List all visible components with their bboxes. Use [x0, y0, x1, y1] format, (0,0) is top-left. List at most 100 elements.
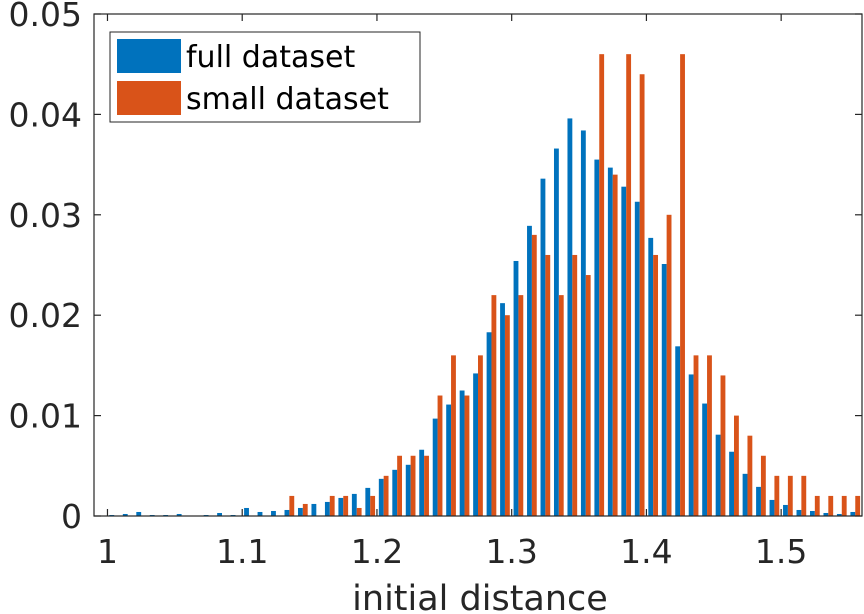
bar-small-dataset-30	[518, 295, 524, 516]
bar-full-dataset-10	[244, 507, 249, 516]
bar-full-dataset-18	[351, 493, 357, 516]
bar-full-dataset-51	[796, 509, 802, 516]
bar-small-dataset-52	[814, 495, 820, 516]
bar-small-dataset-22	[410, 455, 416, 516]
bar-full-dataset-37	[607, 167, 613, 517]
bar-full-dataset-8	[217, 512, 222, 516]
bar-full-dataset-22	[405, 464, 411, 516]
bar-small-dataset-44	[707, 355, 712, 516]
bar-full-dataset-48	[756, 486, 761, 516]
legend-label-small-dataset: small dataset	[186, 82, 389, 117]
bar-small-dataset-31	[531, 234, 537, 516]
bar-full-dataset-1	[122, 513, 128, 516]
bar-full-dataset-27	[473, 373, 478, 516]
bar-full-dataset-40	[648, 237, 654, 516]
bar-small-dataset-35	[585, 275, 591, 516]
bar-small-dataset-14	[302, 503, 308, 516]
y-tick-label: 0.05	[9, 0, 82, 34]
bar-small-dataset-41	[666, 214, 672, 517]
bar-full-dataset-55	[850, 511, 856, 516]
bar-small-dataset-36	[599, 54, 605, 516]
bar-full-dataset-34	[567, 118, 573, 517]
bar-small-dataset-43	[693, 355, 699, 516]
bar-small-dataset-24	[437, 395, 443, 516]
legend-label-full-dataset: full dataset	[186, 40, 355, 75]
bar-full-dataset-32	[540, 178, 546, 516]
bar-full-dataset-38	[621, 186, 627, 516]
bar-small-dataset-13	[289, 495, 295, 516]
bar-full-dataset-43	[688, 374, 694, 516]
bar-full-dataset-31	[527, 225, 532, 516]
bar-full-dataset-12	[271, 510, 276, 516]
bar-full-dataset-24	[432, 418, 438, 516]
bar-small-dataset-37	[612, 174, 618, 516]
bar-small-dataset-16	[329, 495, 335, 516]
bar-full-dataset-39	[634, 201, 640, 516]
bar-full-dataset-23	[419, 449, 425, 516]
x-tick-label: 1.5	[755, 532, 807, 571]
ticks-group: 1 1.1 1.2 1.3 1.4 1.5 0 0.01 0.02 0.03 0.04 0.05	[9, 0, 862, 571]
bar-small-dataset-53	[828, 495, 834, 516]
bar-full-dataset-53	[823, 512, 829, 516]
plot-area-frame	[93, 13, 863, 517]
x-tick-label: 1	[97, 532, 118, 571]
bar-full-dataset-49	[769, 499, 775, 516]
bar-small-dataset-28	[491, 295, 497, 516]
bar-small-dataset-32	[545, 254, 551, 516]
bar-full-dataset-47	[742, 473, 748, 516]
x-tick-label: 1.1	[216, 532, 268, 571]
bar-small-dataset-54	[841, 495, 847, 516]
bar-full-dataset-13	[284, 509, 290, 516]
bar-full-dataset-35	[580, 130, 586, 516]
bars-group	[109, 54, 861, 517]
bar-small-dataset-42	[680, 54, 685, 516]
bar-full-dataset-25	[446, 404, 452, 516]
bar-full-dataset-2	[136, 511, 142, 516]
bar-full-dataset-19	[365, 487, 371, 516]
bar-small-dataset-23	[424, 455, 429, 516]
y-tick-label: 0.04	[9, 95, 82, 134]
bar-small-dataset-33	[558, 295, 564, 516]
y-tick-label: 0.03	[9, 196, 82, 235]
bar-full-dataset-30	[513, 260, 519, 516]
bar-full-dataset-42	[675, 346, 681, 516]
bar-full-dataset-46	[729, 451, 734, 516]
bar-small-dataset-29	[504, 315, 510, 516]
bar-small-dataset-50	[787, 475, 793, 516]
y-tick-label: 0	[61, 497, 82, 536]
bar-full-dataset-17	[338, 497, 344, 516]
bar-full-dataset-45	[715, 434, 721, 516]
legend-swatch-full-dataset	[117, 39, 181, 73]
bar-small-dataset-55	[855, 495, 861, 516]
bar-small-dataset-25	[451, 355, 456, 516]
bar-full-dataset-41	[661, 264, 667, 516]
bar-full-dataset-54	[836, 513, 842, 516]
axes-group	[93, 13, 863, 517]
x-tick-label: 1.3	[485, 532, 537, 571]
bar-full-dataset-15	[311, 503, 317, 516]
bar-full-dataset-29	[500, 303, 505, 516]
bar-small-dataset-26	[464, 395, 470, 516]
bar-small-dataset-51	[801, 475, 807, 516]
bar-small-dataset-40	[653, 254, 659, 516]
bar-small-dataset-46	[734, 415, 739, 516]
bar-small-dataset-45	[720, 375, 726, 516]
bar-small-dataset-47	[747, 435, 753, 516]
bar-full-dataset-20	[378, 478, 384, 516]
bar-small-dataset-48	[760, 455, 766, 516]
bar-full-dataset-36	[594, 159, 600, 516]
bar-small-dataset-34	[572, 254, 578, 516]
bar-small-dataset-18	[356, 507, 362, 516]
bar-full-dataset-16	[324, 501, 330, 516]
bar-full-dataset-33	[553, 148, 559, 517]
bar-small-dataset-19	[370, 495, 376, 516]
legend-swatch-small-dataset	[117, 81, 181, 115]
bar-full-dataset-21	[392, 469, 398, 516]
bar-full-dataset-11	[257, 511, 263, 516]
bar-small-dataset-39	[639, 74, 645, 517]
bar-small-dataset-49	[774, 475, 780, 516]
bar-small-dataset-17	[343, 495, 349, 516]
y-tick-label: 0.02	[9, 296, 82, 335]
bar-small-dataset-20	[383, 475, 389, 516]
